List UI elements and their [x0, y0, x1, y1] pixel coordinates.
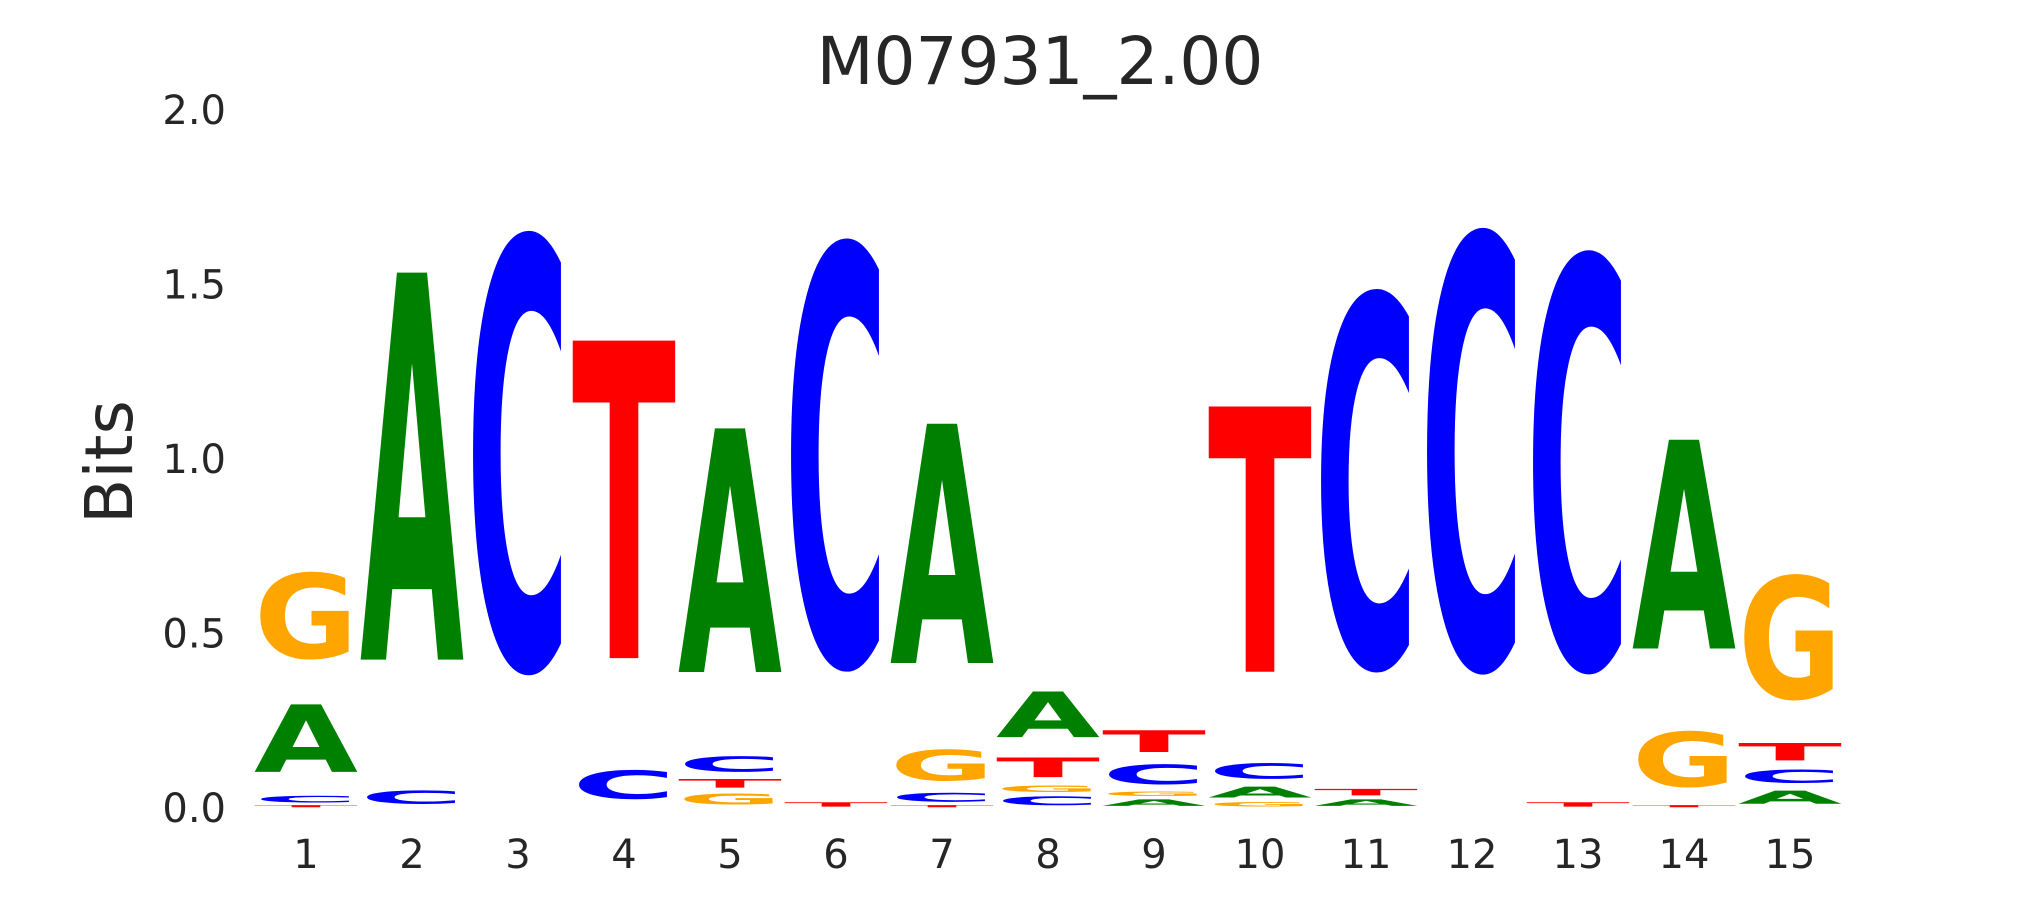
- logo-letter-C: C: [1526, 147, 1630, 800]
- logo-letter-C: C: [678, 752, 782, 776]
- x-tick-label: 10: [1235, 832, 1286, 878]
- logo-position-4: CT: [572, 254, 677, 808]
- y-tick-label: 2.0: [162, 88, 226, 134]
- y-tick-label: 1.5: [162, 263, 226, 309]
- x-tick-label: 14: [1659, 832, 1710, 878]
- logo-letter-G: G: [254, 550, 358, 686]
- logo-letter-C: C: [572, 763, 676, 808]
- chart-title: M07931_2.00: [817, 23, 1264, 100]
- logo-letter-G: G: [1208, 801, 1312, 808]
- logo-letter-C: C: [1208, 759, 1312, 783]
- logo-letter-A: A: [1314, 798, 1418, 808]
- x-tick-label: 6: [823, 832, 848, 878]
- logo-letter-T: T: [784, 801, 888, 808]
- x-tick-label: 15: [1765, 832, 1816, 878]
- logo-letter-C: C: [1314, 194, 1418, 785]
- logo-letter-A: A: [360, 169, 465, 786]
- logo-letter-C: C: [254, 794, 358, 804]
- logo-letter-C: C: [1738, 766, 1842, 787]
- logo-letter-T: T: [1526, 801, 1630, 808]
- x-tick-label: 9: [1141, 832, 1166, 878]
- logo-position-3: C: [466, 121, 570, 806]
- logo-letter-A: A: [890, 359, 994, 741]
- logo-position-11: ATC: [1314, 194, 1418, 808]
- x-tick-label: 4: [611, 832, 636, 878]
- logo-letter-C: C: [784, 134, 888, 800]
- x-tick-label: 7: [929, 832, 954, 878]
- logo-letter-C: C: [890, 791, 994, 805]
- y-tick-label: 0.0: [162, 786, 226, 832]
- logo-letter-G: G: [996, 784, 1100, 794]
- logo-letter-A: A: [1632, 382, 1736, 716]
- logo-letter-C: C: [996, 794, 1100, 808]
- x-tick-label: 12: [1447, 832, 1498, 878]
- logo-letter-A: A: [1102, 798, 1206, 808]
- logo-letter-T: T: [572, 254, 677, 761]
- y-tick-label: 1.0: [162, 437, 226, 483]
- x-tick-label: 3: [505, 832, 530, 878]
- logo-letter-A: A: [1738, 787, 1842, 808]
- logo-letter-T: T: [996, 752, 1100, 783]
- logo-letter-T: T: [890, 805, 994, 808]
- logo-position-13: TC: [1526, 147, 1630, 808]
- logo-letter-G: G: [890, 742, 994, 791]
- logo-letter-G: G: [1738, 543, 1842, 738]
- logo-letter-A: A: [254, 687, 358, 794]
- logo-letter-C: C: [466, 121, 570, 806]
- x-axis-ticks: 1 2 3 4 5 6 7 8 9 10 11 12 13 14 15: [293, 832, 1815, 878]
- logo-letter-G: G: [1632, 718, 1736, 805]
- logo-position-14: TGA: [1632, 382, 1736, 808]
- y-axis-label: Bits: [71, 400, 148, 524]
- logo-letter-A: A: [678, 364, 782, 752]
- logo-letter-C: C: [1420, 119, 1524, 807]
- logo-letter-T: T: [1208, 334, 1313, 758]
- logo-letter-G: G: [678, 791, 782, 808]
- y-axis-ticks: 0.0 0.5 1.0 1.5 2.0: [162, 88, 226, 832]
- logo-letter-G: G: [1102, 791, 1206, 798]
- x-tick-label: 5: [717, 832, 742, 878]
- logo-position-2: CA: [360, 169, 465, 808]
- x-tick-label: 11: [1341, 832, 1392, 878]
- logo-letter-A: A: [1208, 784, 1312, 801]
- logo-letter-T: T: [678, 777, 782, 791]
- logo-position-12: C: [1420, 119, 1524, 807]
- x-tick-label: 13: [1553, 832, 1604, 878]
- logo-letter-T: T: [1632, 805, 1736, 808]
- x-tick-label: 2: [399, 832, 424, 878]
- x-tick-label: 8: [1035, 832, 1060, 878]
- logo-letter-T: T: [1738, 738, 1842, 766]
- logo-letter-T: T: [1102, 724, 1206, 759]
- logo-position-6: TC: [784, 134, 888, 808]
- logo-letter-T: T: [254, 805, 358, 808]
- x-tick-label: 1: [293, 832, 318, 878]
- logo-letter-A: A: [996, 679, 1100, 752]
- logo-letter-C: C: [360, 787, 464, 808]
- y-tick-label: 0.5: [162, 612, 226, 658]
- logo-letter-C: C: [1102, 759, 1206, 790]
- logo-letter-T: T: [1314, 787, 1418, 797]
